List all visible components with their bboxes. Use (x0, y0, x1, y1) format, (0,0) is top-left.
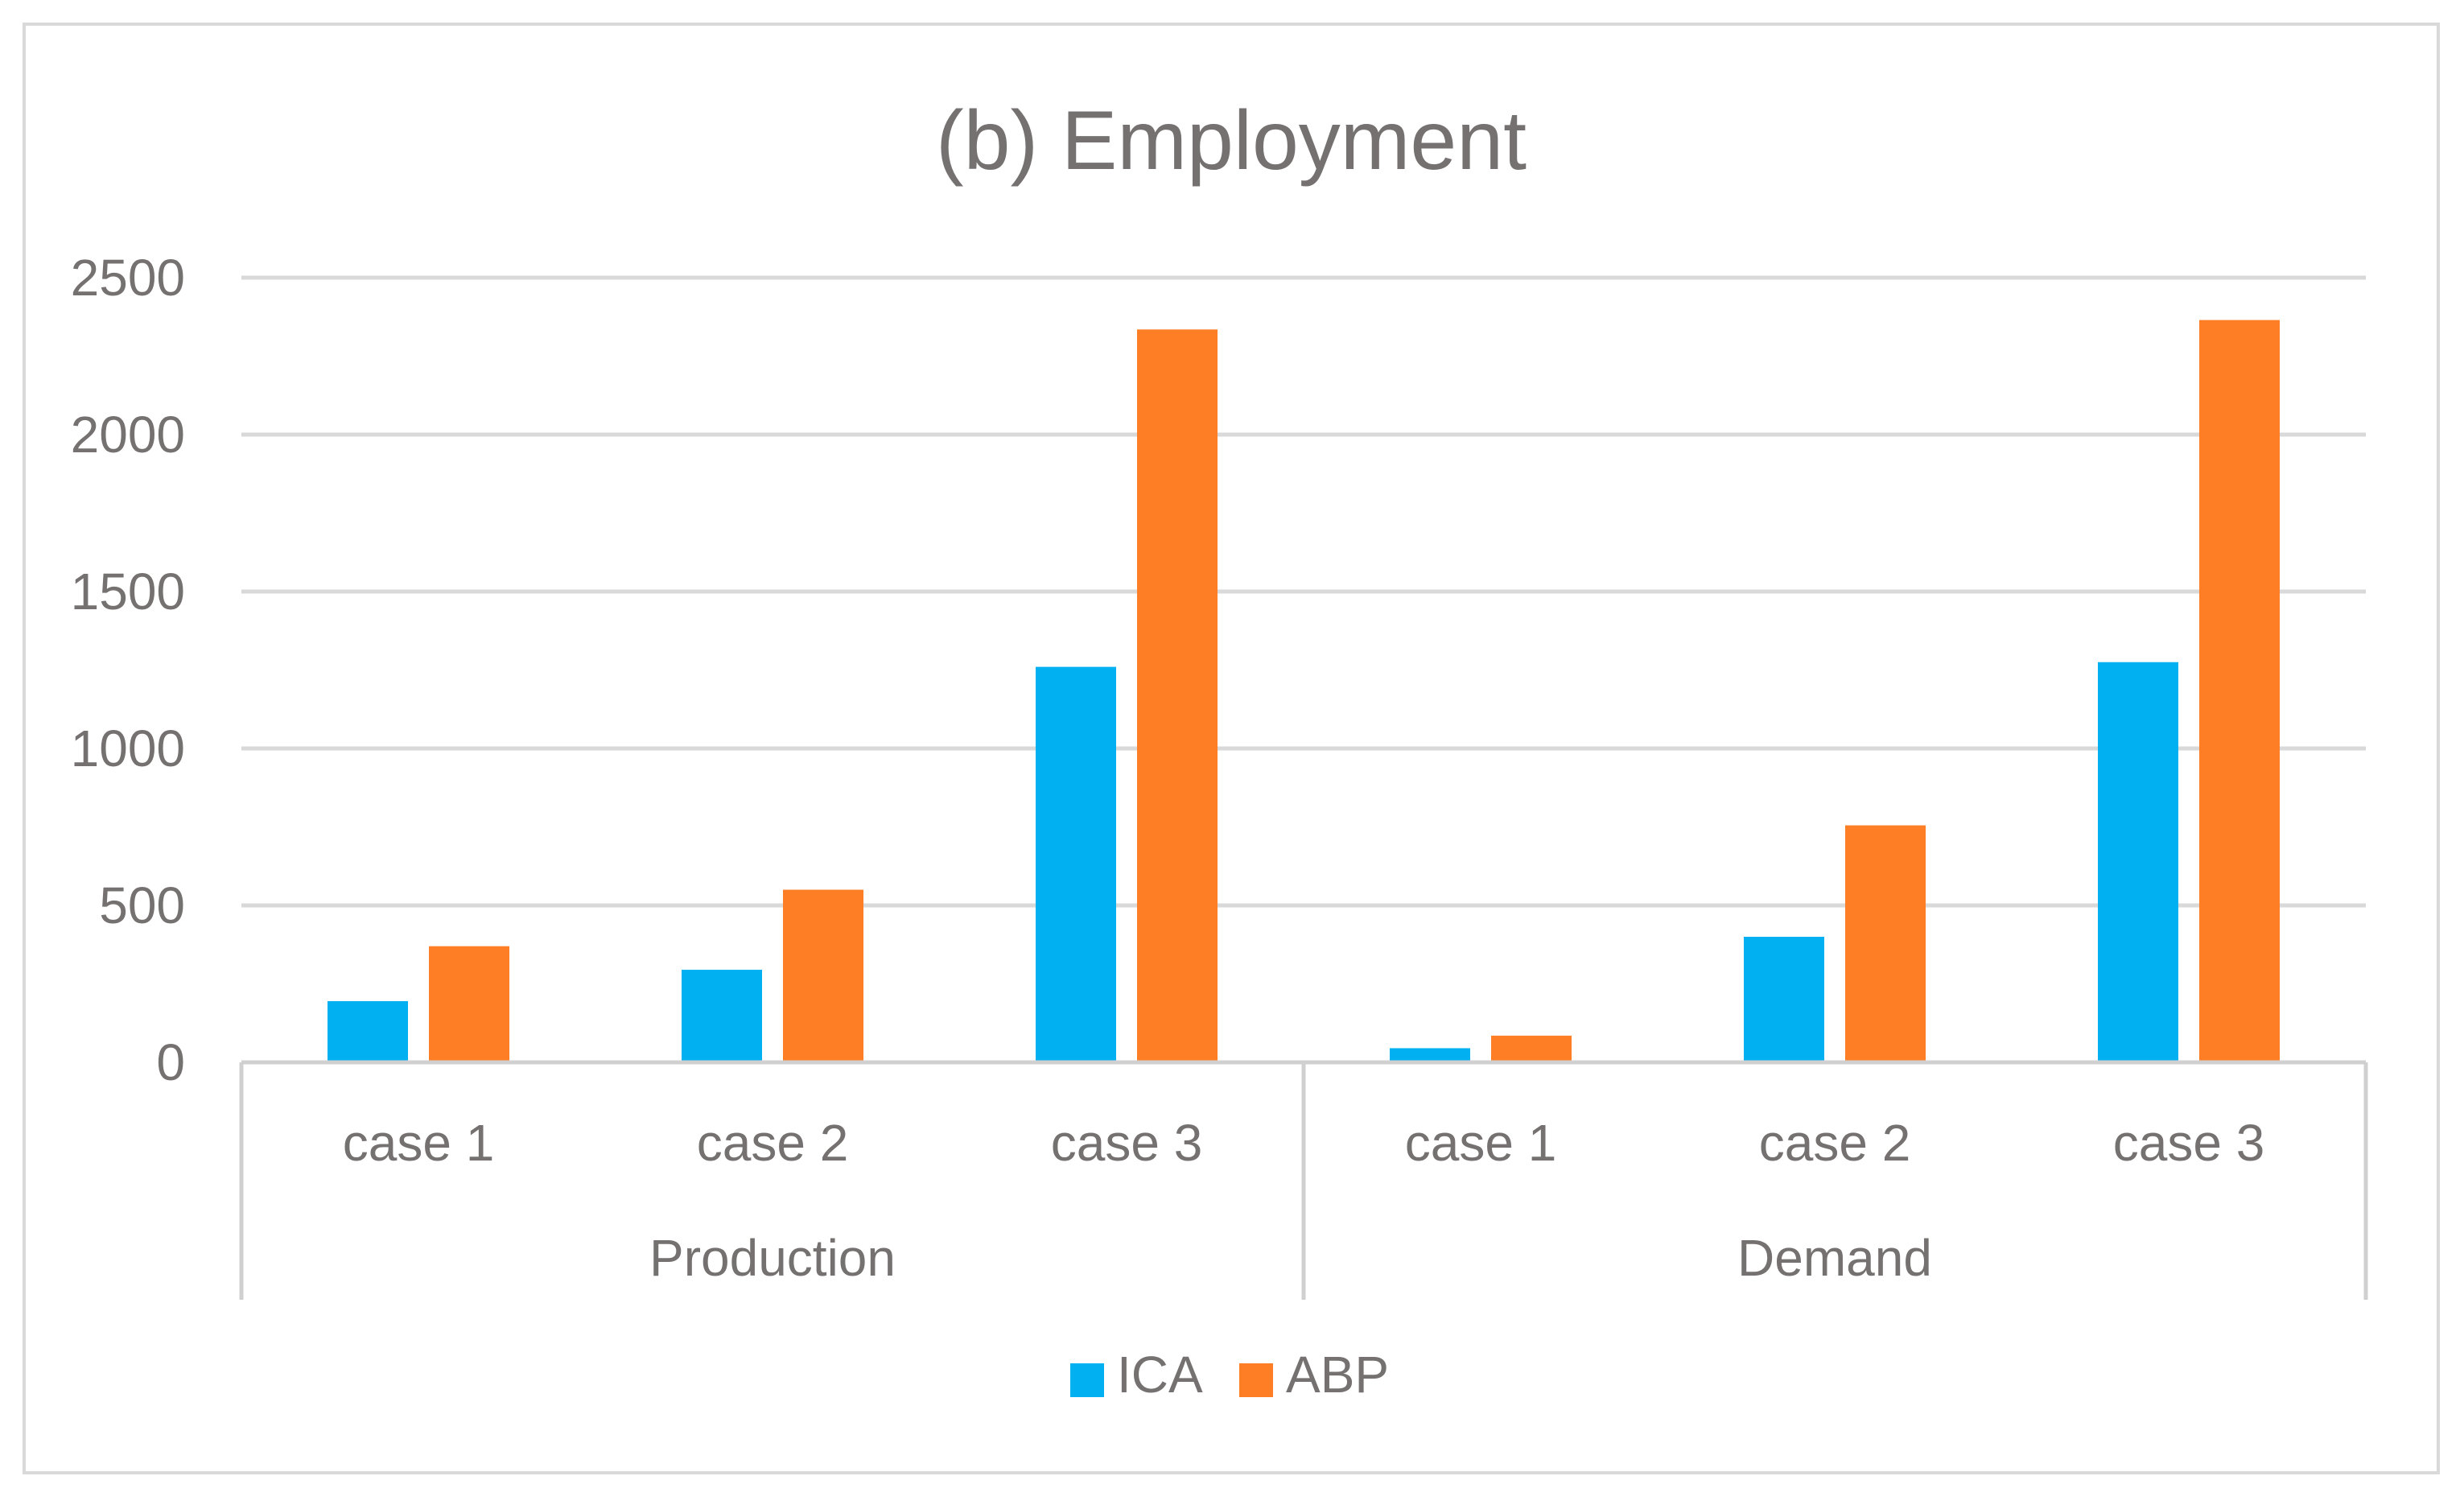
bar-abp-5 (1845, 825, 1926, 1062)
bar-abp-1 (429, 946, 509, 1062)
x-category-label: case 3 (1051, 1114, 1203, 1172)
bar-abp-3 (1137, 329, 1218, 1063)
gridlines (241, 275, 2366, 908)
legend-swatch-abp (1239, 1363, 1273, 1397)
bar-abp-4 (1491, 1035, 1572, 1062)
x-category-label: case 2 (1759, 1114, 1911, 1172)
y-tick-label: 0 (156, 1033, 185, 1091)
bar-abp-2 (783, 889, 863, 1062)
bar-ica-6 (2098, 662, 2178, 1062)
legend-label-ica: ICA (1117, 1346, 1203, 1404)
y-tick-label: 1000 (71, 719, 185, 777)
x-axis (239, 1060, 2368, 1300)
y-tick-label: 2000 (71, 406, 185, 464)
legend-label-abp: ABP (1286, 1346, 1389, 1404)
bar-ica-5 (1744, 937, 1824, 1062)
chart-title: (b) Employment (936, 94, 1527, 188)
bar-ica-2 (682, 969, 762, 1062)
bar-ica-1 (328, 1000, 408, 1062)
x-group-label: Production (649, 1229, 896, 1287)
x-category-label: case 3 (2113, 1114, 2265, 1172)
x-axis-labels: case 1 case 2 case 3 case 1 case 2 case 3 Prod… (343, 1114, 2265, 1287)
legend: ICA ABP (1070, 1346, 1389, 1404)
y-axis-tick-labels: 0 500 1000 1500 2000 2500 (71, 249, 185, 1091)
y-tick-label: 500 (99, 876, 185, 934)
bar-ica-3 (1036, 666, 1116, 1062)
legend-swatch-ica (1070, 1363, 1104, 1397)
x-category-label: case 1 (1405, 1114, 1557, 1172)
bars (328, 320, 2280, 1063)
x-category-label: case 1 (343, 1114, 495, 1172)
bar-abp-6 (2199, 320, 2280, 1062)
y-tick-label: 2500 (71, 249, 185, 307)
bar-ica-4 (1390, 1048, 1470, 1062)
x-category-label: case 2 (697, 1114, 849, 1172)
x-group-label: Demand (1737, 1229, 1932, 1287)
y-tick-label: 1500 (71, 563, 185, 621)
